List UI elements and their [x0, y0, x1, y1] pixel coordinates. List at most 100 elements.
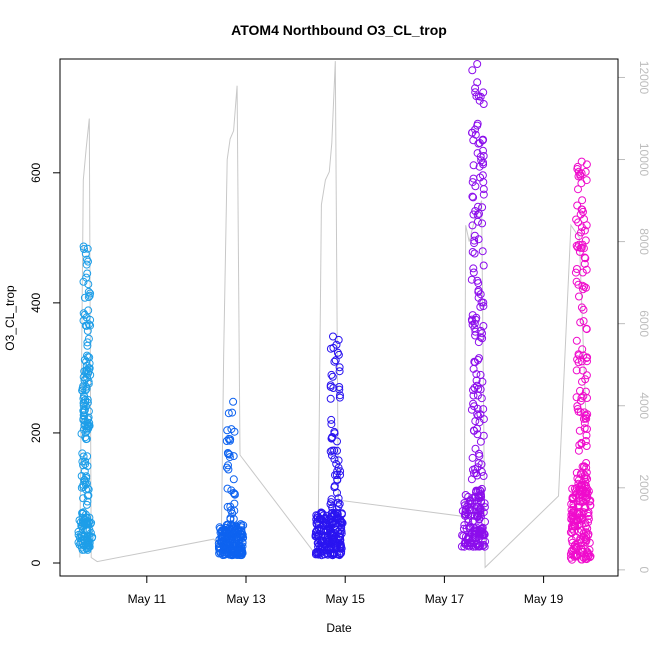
data-point — [573, 201, 582, 210]
data-point — [576, 210, 585, 219]
data-point — [475, 139, 484, 147]
data-point — [85, 418, 94, 427]
data-point — [216, 524, 225, 533]
data-point — [566, 553, 575, 562]
data-point — [579, 317, 588, 326]
y2-tick-label: 6000 — [637, 310, 650, 337]
data-point — [467, 506, 476, 515]
data-point — [581, 522, 590, 531]
data-point — [337, 521, 346, 529]
data-point — [224, 450, 233, 458]
data-point — [82, 321, 91, 330]
data-point — [319, 511, 328, 520]
data-point — [468, 66, 477, 75]
data-point — [467, 315, 476, 324]
data-point — [575, 426, 584, 435]
data-point — [326, 447, 335, 456]
data-point — [478, 136, 487, 145]
data-point — [582, 459, 591, 467]
data-point — [86, 321, 95, 330]
data-point — [468, 192, 477, 201]
data-point — [468, 128, 476, 137]
data-point — [582, 221, 591, 230]
data-point — [477, 484, 486, 493]
y2-tick-label: 8000 — [637, 228, 650, 255]
data-point — [581, 411, 590, 420]
data-point — [459, 524, 468, 533]
data-point — [572, 533, 581, 542]
data-point — [577, 157, 586, 166]
data-point — [227, 425, 236, 434]
data-point — [334, 335, 343, 344]
data-point — [568, 546, 577, 555]
y2-tick-label: 12000 — [637, 61, 650, 95]
y-tick-label: 200 — [29, 423, 43, 443]
data-point — [582, 442, 591, 450]
data-point — [82, 260, 91, 269]
data-point — [83, 426, 91, 435]
data-point — [476, 504, 485, 513]
data-point — [471, 327, 480, 336]
data-point — [573, 402, 582, 411]
data-point — [82, 273, 91, 282]
data-point — [79, 414, 88, 423]
data-point — [215, 549, 224, 558]
data-point — [575, 441, 584, 450]
data-point — [574, 185, 582, 194]
data-point — [572, 336, 581, 345]
data-point — [320, 550, 329, 559]
data-point — [83, 269, 92, 278]
data-point — [579, 244, 588, 253]
data-point — [329, 384, 338, 392]
data-point — [478, 247, 487, 256]
data-point — [327, 495, 336, 504]
data-point — [228, 549, 236, 558]
data-point — [85, 291, 94, 300]
data-point — [227, 506, 236, 515]
data-point — [476, 152, 485, 161]
altitude-trace-layer — [79, 61, 587, 569]
data-point — [326, 381, 335, 390]
data-point — [222, 528, 231, 537]
data-point — [479, 415, 488, 424]
data-point — [81, 249, 90, 258]
data-point — [323, 550, 332, 559]
data-point — [81, 374, 90, 383]
data-point — [584, 530, 593, 539]
data-point — [577, 469, 585, 478]
data-point — [215, 544, 223, 553]
data-point — [333, 446, 341, 455]
data-point — [215, 535, 224, 544]
data-point — [566, 528, 575, 537]
data-point — [578, 345, 587, 354]
data-point — [85, 421, 94, 430]
data-point — [480, 499, 489, 508]
data-point — [470, 357, 479, 366]
data-point — [578, 240, 587, 249]
data-point — [479, 185, 488, 194]
data-point — [469, 465, 477, 474]
data-point — [574, 446, 583, 455]
data-point — [579, 554, 588, 562]
data-point — [472, 370, 481, 379]
data-point — [330, 483, 339, 492]
data-point — [572, 265, 581, 273]
y2-tick-label: 2000 — [637, 474, 650, 501]
data-point — [226, 545, 235, 554]
data-point — [229, 515, 238, 523]
data-point — [328, 446, 337, 455]
data-point — [228, 408, 237, 417]
altitude-trace-line — [79, 61, 587, 569]
data-point — [330, 357, 339, 366]
data-point — [83, 543, 92, 552]
data-point — [472, 376, 481, 385]
data-point — [215, 543, 224, 552]
series-4 — [457, 60, 490, 551]
data-point — [231, 550, 240, 559]
data-point — [327, 498, 336, 507]
data-point — [473, 424, 481, 433]
data-point — [82, 472, 91, 481]
data-point — [475, 449, 483, 458]
data-point — [572, 277, 581, 286]
